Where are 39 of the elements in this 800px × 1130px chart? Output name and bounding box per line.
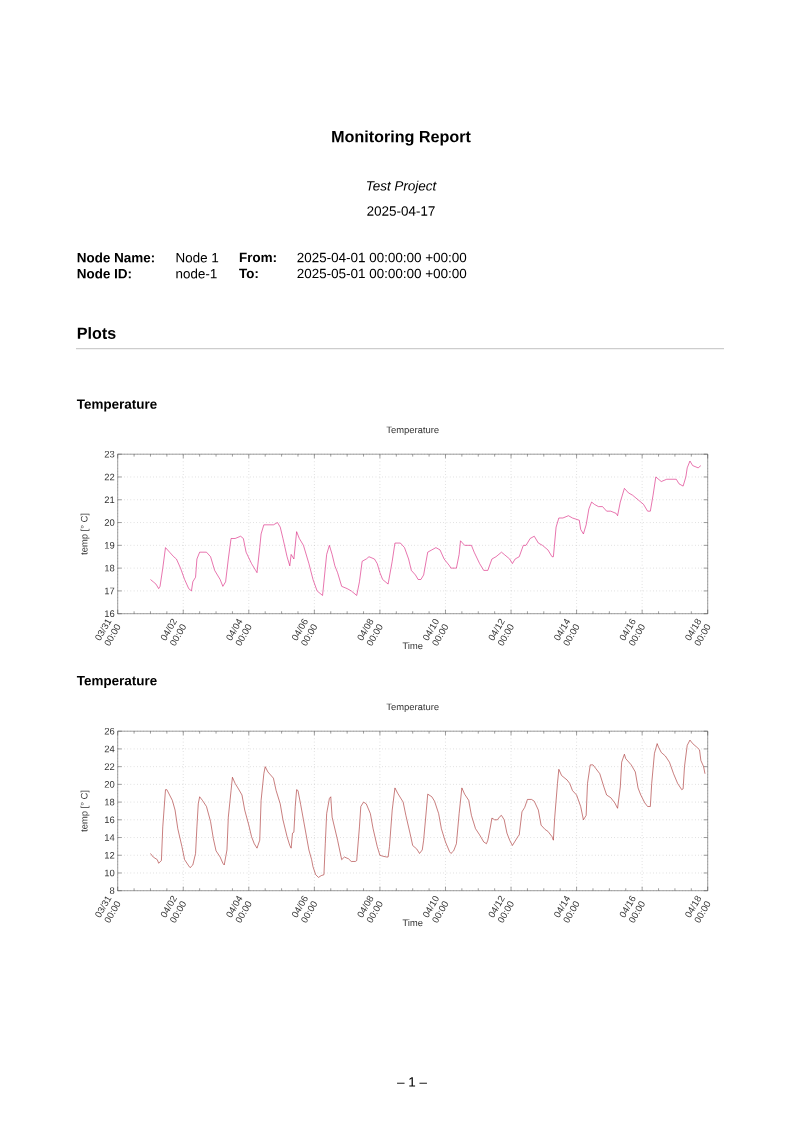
text: node-1 [176,268,217,279]
text: 2025-04-17 [367,206,435,216]
y-tick-label: 24 [104,745,115,753]
text: Test Project [366,180,437,194]
chart-title: Temperature [386,703,439,713]
y-tick-label: 21 [104,496,115,504]
text: Node ID: [77,268,131,279]
chart-subtitle: Temperature [76,399,157,412]
y-tick-label: 19 [104,542,115,549]
text: 2025-04-01 00:00:00 +00:00 [297,252,467,263]
y-tick-label: 16 [104,610,115,618]
text: – 1 – [397,1077,427,1087]
y-tick-label: 10 [104,869,115,877]
y-tick-label: 18 [104,564,115,572]
text: To: [239,268,258,279]
x-axis-title: Time [402,642,423,650]
x-axis-title: Time [402,919,423,927]
y-tick-label: 23 [104,450,115,458]
y-tick-label: 8 [109,887,115,895]
chart-title: Temperature [386,426,439,436]
text: 2025-05-01 00:00:00 +00:00 [297,268,467,279]
y-tick-label: 18 [104,798,115,806]
chart-subtitle: Temperature [76,675,157,689]
y-tick-label: 14 [104,834,115,841]
y-tick-label: 20 [104,519,115,526]
text: Node Name: [77,252,154,263]
y-axis-title: temp [° C] [80,790,90,832]
y-tick-label: 22 [104,763,115,770]
y-axis-title: temp [° C] [80,513,90,555]
y-tick-label: 20 [104,781,115,788]
y-tick-label: 17 [104,587,115,595]
y-tick-label: 22 [104,473,115,481]
text: From: [239,252,276,263]
text: Monitoring Report [332,130,471,146]
y-tick-label: 12 [104,851,115,859]
y-tick-label: 16 [104,816,115,824]
y-tick-label: 26 [104,727,115,735]
text: Plots [77,327,116,339]
text: Node 1 [176,252,219,263]
